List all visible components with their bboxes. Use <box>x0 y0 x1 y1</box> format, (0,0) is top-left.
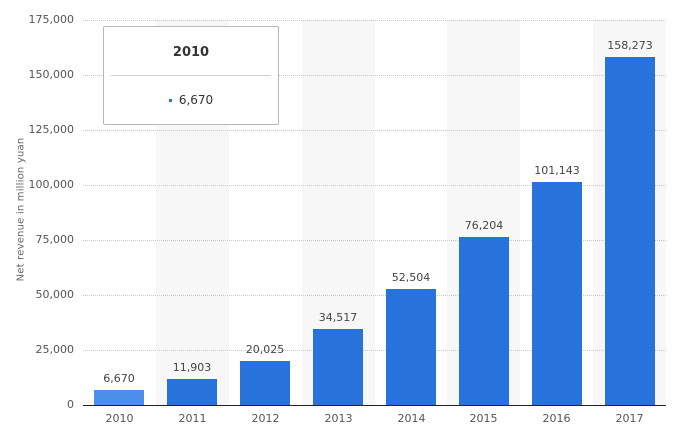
bar-2015[interactable] <box>459 237 509 405</box>
y-tick-label: 125,000 <box>28 123 75 136</box>
x-tick-label: 2010 <box>105 412 134 425</box>
y-tick-label: 100,000 <box>28 178 75 191</box>
x-tick-label: 2014 <box>397 412 426 425</box>
y-tick-label: 150,000 <box>28 68 75 81</box>
tooltip: 2010 6,670 <box>103 26 279 125</box>
x-tick-label: 2017 <box>615 412 644 425</box>
bar-value-label: 20,025 <box>245 343 285 356</box>
gridline <box>83 20 666 21</box>
bar-2016[interactable] <box>532 182 582 405</box>
x-tick-label: 2016 <box>542 412 571 425</box>
gridline <box>83 350 666 351</box>
bar-value-label: 52,504 <box>391 271 431 284</box>
gridline <box>83 295 666 296</box>
bar-value-label: 158,273 <box>607 39 653 52</box>
x-tick-label: 2011 <box>178 412 207 425</box>
y-tick-label: 25,000 <box>35 343 75 356</box>
bar-value-label: 6,670 <box>103 372 135 385</box>
series-marker-icon <box>168 99 172 102</box>
y-axis-title: Net revenue in million yuan <box>15 137 27 282</box>
x-axis-line <box>83 405 666 406</box>
gridline <box>83 185 666 186</box>
y-tick-label: 175,000 <box>28 13 75 26</box>
bar-value-label: 101,143 <box>534 164 580 177</box>
y-tick-label: 75,000 <box>35 233 75 246</box>
bar-2010[interactable] <box>94 390 144 405</box>
tooltip-value-row: 6,670 <box>104 93 278 107</box>
bar-value-label: 11,903 <box>172 361 212 374</box>
gridline <box>83 130 666 131</box>
bar-2017[interactable] <box>605 57 655 405</box>
bar-2014[interactable] <box>386 289 436 405</box>
tooltip-divider <box>111 75 271 76</box>
x-tick-label: 2012 <box>251 412 280 425</box>
bar-2011[interactable] <box>167 379 217 405</box>
bar-2013[interactable] <box>313 329 363 405</box>
x-tick-label: 2013 <box>324 412 353 425</box>
y-tick-label: 50,000 <box>35 288 75 301</box>
bar-2012[interactable] <box>240 361 290 405</box>
gridline <box>83 240 666 241</box>
tooltip-title: 2010 <box>172 45 210 60</box>
bar-value-label: 76,204 <box>464 219 504 232</box>
gridline <box>83 75 666 76</box>
tooltip-value: 6,670 <box>178 93 214 107</box>
bar-value-label: 34,517 <box>318 311 358 324</box>
x-tick-label: 2015 <box>469 412 498 425</box>
y-tick-label: 0 <box>67 398 74 411</box>
